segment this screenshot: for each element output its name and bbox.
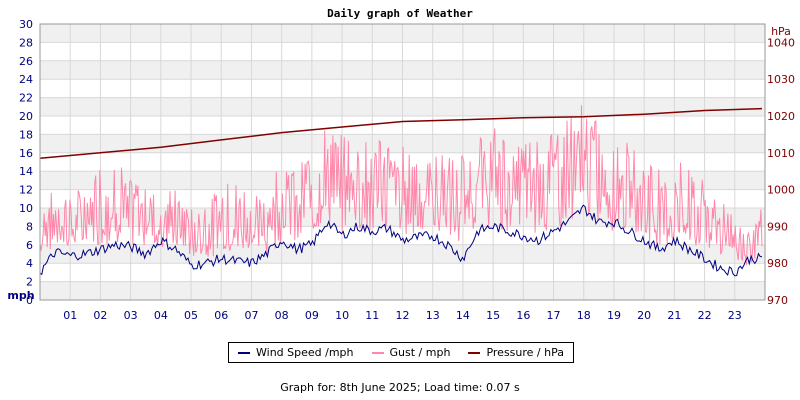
x-tick-label: 09	[305, 309, 319, 322]
x-tick-label: 02	[93, 309, 107, 322]
x-tick-label: 08	[275, 309, 289, 322]
x-tick-label: 14	[456, 309, 470, 322]
gust-series-line	[39, 105, 763, 265]
footer-status: Graph for: 8th June 2025; Load time: 0.0…	[280, 381, 520, 394]
x-tick-label: 03	[124, 309, 138, 322]
y-right-tick-label: 1040	[767, 36, 795, 49]
x-tick-label: 19	[607, 309, 621, 322]
y-left-tick-label: 8	[26, 220, 33, 233]
y-left-tick-label: 28	[19, 36, 33, 49]
y-right-tick-label: 970	[767, 294, 788, 307]
wind-speed-series-line	[39, 204, 763, 277]
y-left-tick-label: 20	[19, 110, 33, 123]
x-tick-label: 04	[154, 309, 168, 322]
legend-label-gust: Gust / mph	[389, 346, 451, 359]
x-tick-label: 22	[698, 309, 712, 322]
x-tick-label: 06	[214, 309, 228, 322]
x-tick-label: 11	[365, 309, 379, 322]
y-left-tick-label: 22	[19, 92, 33, 105]
y-left-tick-label: 16	[19, 147, 33, 160]
y-left-unit-label: mph	[7, 289, 34, 302]
y-left-tick-label: 10	[19, 202, 33, 215]
plot-frame	[39, 23, 766, 301]
legend-swatch-wind	[238, 351, 250, 354]
x-tick-label: 07	[244, 309, 258, 322]
y-left-tick-label: 0	[26, 294, 33, 307]
legend-label-pressure: Pressure / hPa	[486, 346, 564, 359]
x-tick-label: 17	[547, 309, 561, 322]
y-right-tick-label: 1000	[767, 184, 795, 197]
y-right-tick-label: 1030	[767, 73, 795, 86]
y-right-tick-label: 1020	[767, 110, 795, 123]
y-left-tick-label: 24	[19, 73, 33, 86]
x-tick-label: 01	[63, 309, 77, 322]
y-left-tick-label: 12	[19, 184, 33, 197]
y-left-tick-label: 2	[26, 276, 33, 289]
y-right-tick-label: 990	[767, 220, 788, 233]
x-tick-label: 21	[667, 309, 681, 322]
chart-title: Daily graph of Weather	[327, 7, 473, 20]
y-left-tick-label: 4	[26, 257, 33, 270]
x-tick-label: 13	[426, 309, 440, 322]
legend-label-wind: Wind Speed /mph	[256, 346, 354, 359]
x-tick-label: 05	[184, 309, 198, 322]
y-left-tick-label: 30	[19, 18, 33, 31]
y-right-tick-label: 1010	[767, 147, 795, 160]
x-tick-label: 10	[335, 309, 349, 322]
y-right-tick-label: 980	[767, 257, 788, 270]
legend-item-pressure: Pressure / hPa	[468, 346, 564, 359]
y-left-tick-label: 14	[19, 165, 33, 178]
y-left-tick-label: 6	[26, 239, 33, 252]
x-tick-label: 23	[728, 309, 742, 322]
pressure-series-line	[39, 107, 763, 160]
legend-swatch-gust	[371, 351, 384, 354]
x-tick-label: 12	[396, 309, 410, 322]
x-tick-label: 18	[577, 309, 591, 322]
chart-legend: Wind Speed /mph Gust / mph Pressure / hP…	[228, 342, 574, 363]
legend-item-gust: Gust / mph	[371, 346, 451, 359]
y-left-tick-label: 18	[19, 128, 33, 141]
x-tick-label: 16	[516, 309, 530, 322]
x-tick-label: 15	[486, 309, 500, 322]
legend-swatch-pressure	[468, 351, 481, 354]
y-left-tick-label: 26	[19, 55, 33, 68]
legend-item-wind: Wind Speed /mph	[238, 346, 354, 359]
x-tick-label: 20	[637, 309, 651, 322]
y-right-unit-label: hPa	[771, 25, 791, 38]
